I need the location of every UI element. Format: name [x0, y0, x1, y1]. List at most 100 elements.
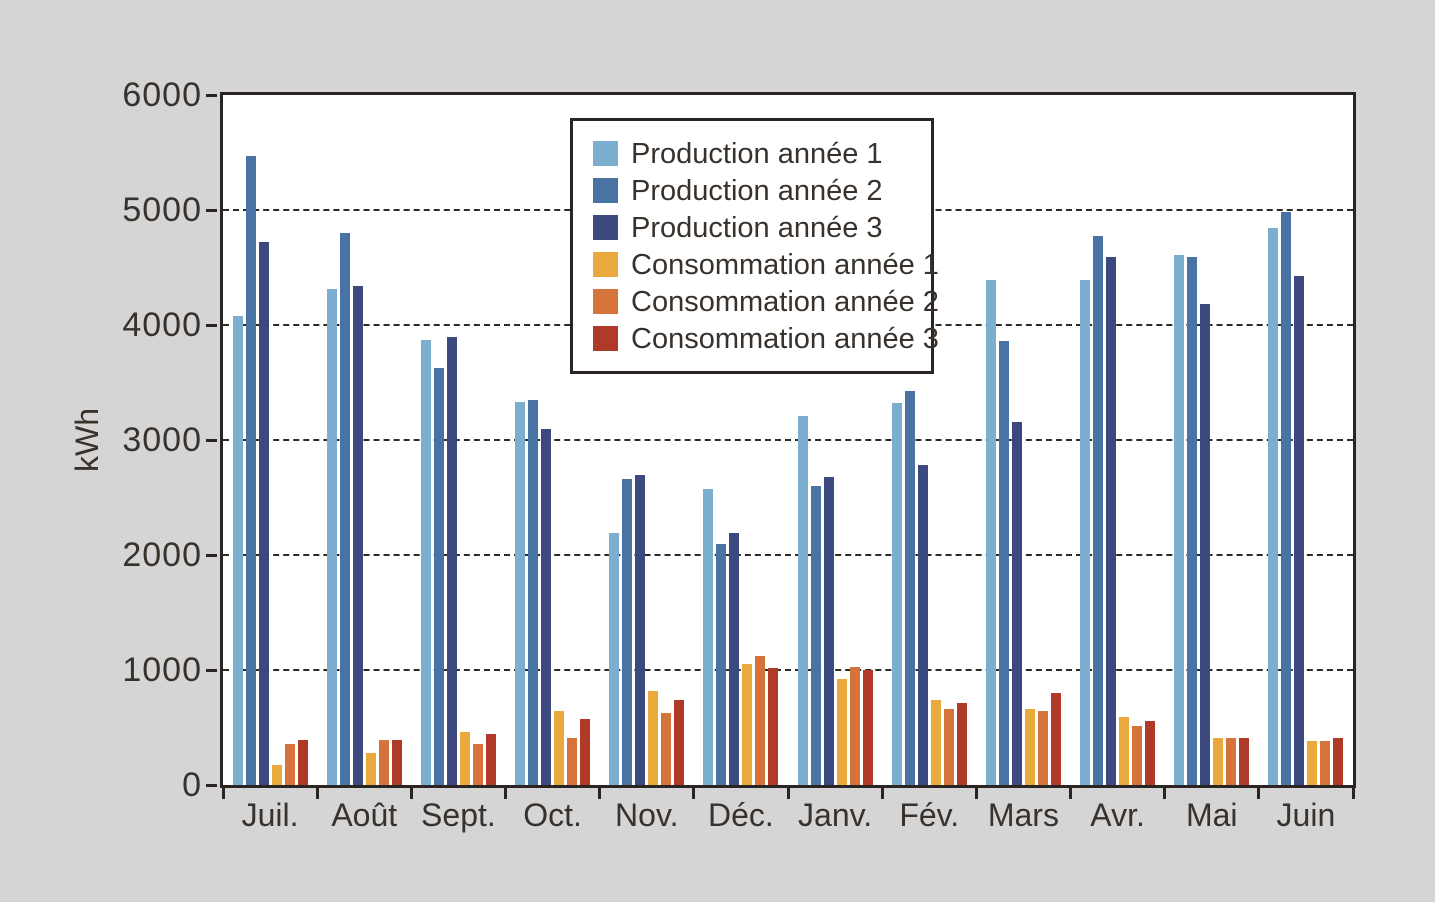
- bar-group-fv: [882, 95, 976, 785]
- bar-group-juil: [223, 95, 317, 785]
- bar-consommation-ann-e-3: [674, 699, 685, 785]
- bar-production-ann-e-2: [528, 399, 539, 785]
- plot-inner: [223, 95, 1353, 785]
- bar-consommation-ann-e-1: [1307, 741, 1318, 785]
- y-tick-label-4000: 4000: [122, 306, 202, 344]
- legend-label: Production année 3: [631, 211, 883, 244]
- legend-label: Consommation année 3: [631, 322, 939, 355]
- legend-swatch: [593, 141, 618, 166]
- bar-consommation-ann-e-3: [1145, 720, 1156, 785]
- bar-consommation-ann-e-2: [567, 737, 578, 785]
- bar-group-nov: [600, 95, 694, 785]
- bar-group-sept: [411, 95, 505, 785]
- legend-swatch: [593, 252, 618, 277]
- y-tick-mark-4000: [206, 323, 217, 327]
- x-tick-label-aot: Août: [331, 797, 398, 833]
- legend-label: Consommation année 2: [631, 285, 939, 318]
- bar-group-mai: [1165, 95, 1259, 785]
- y-tick-mark-2000: [206, 553, 217, 557]
- x-tick-mark-4: [598, 787, 602, 799]
- bar-consommation-ann-e-2: [661, 712, 672, 785]
- legend-item-consommation-ann-e-2: Consommation année 2: [593, 284, 939, 320]
- legend-item-production-ann-e-2: Production année 2: [593, 173, 931, 209]
- bar-consommation-ann-e-3: [1239, 737, 1250, 785]
- legend-swatch: [593, 326, 618, 351]
- bar-group-avr: [1071, 95, 1165, 785]
- bar-production-ann-e-2: [433, 367, 444, 785]
- bar-consommation-ann-e-2: [849, 666, 860, 785]
- x-tick-label-dc: Déc.: [708, 797, 774, 833]
- x-tick-mark-2: [409, 787, 413, 799]
- bar-consommation-ann-e-1: [1213, 737, 1224, 785]
- bar-consommation-ann-e-1: [365, 752, 376, 785]
- x-tick-mark-10: [1163, 787, 1167, 799]
- bar-consommation-ann-e-1: [271, 765, 282, 785]
- bar-production-ann-e-1: [891, 403, 902, 785]
- bar-production-ann-e-2: [1187, 257, 1198, 785]
- legend-label: Production année 1: [631, 137, 883, 170]
- bar-consommation-ann-e-3: [862, 670, 873, 785]
- bar-consommation-ann-e-2: [755, 656, 766, 785]
- x-tick-label-sept: Sept.: [421, 797, 496, 833]
- bar-production-ann-e-1: [1080, 280, 1091, 785]
- bar-consommation-ann-e-1: [459, 732, 470, 785]
- bar-consommation-ann-e-3: [1333, 737, 1344, 785]
- legend-item-consommation-ann-e-1: Consommation année 1: [593, 247, 939, 283]
- bar-production-ann-e-3: [1200, 304, 1211, 785]
- bar-production-ann-e-2: [245, 155, 256, 785]
- bar-consommation-ann-e-2: [472, 743, 483, 785]
- bar-consommation-ann-e-2: [1320, 741, 1331, 785]
- legend-item-production-ann-e-1: Production année 1: [593, 136, 931, 172]
- bar-consommation-ann-e-3: [391, 740, 402, 785]
- plot-area: Production année 1 Production année 2 Prod…: [220, 92, 1356, 788]
- bar-production-ann-e-1: [1174, 254, 1185, 785]
- bar-consommation-ann-e-1: [1024, 709, 1035, 785]
- bar-production-ann-e-2: [622, 479, 633, 785]
- bar-production-ann-e-2: [998, 341, 1009, 785]
- bar-consommation-ann-e-3: [485, 734, 496, 785]
- bar-groups: [223, 95, 1353, 785]
- x-tick-label-nov: Nov.: [615, 797, 679, 833]
- bar-consommation-ann-e-1: [930, 699, 941, 785]
- y-tick-label-1000: 1000: [122, 651, 202, 689]
- bar-consommation-ann-e-3: [956, 703, 967, 785]
- bar-production-ann-e-2: [339, 233, 350, 785]
- y-tick-mark-3000: [206, 438, 217, 442]
- y-tick-label-3000: 3000: [122, 421, 202, 459]
- bar-production-ann-e-1: [609, 533, 620, 785]
- bar-production-ann-e-3: [917, 465, 928, 785]
- bar-production-ann-e-1: [703, 489, 714, 785]
- x-tick-mark-9: [1069, 787, 1072, 799]
- legend-swatch: [593, 178, 618, 203]
- bar-group-aot: [317, 95, 411, 785]
- bar-production-ann-e-2: [1281, 212, 1292, 785]
- y-tick-label-2000: 2000: [122, 536, 202, 574]
- bar-production-ann-e-3: [1106, 257, 1117, 785]
- x-tick-mark-11: [1257, 787, 1261, 799]
- bar-consommation-ann-e-2: [943, 709, 954, 785]
- x-tick-label-mai: Mai: [1185, 797, 1238, 833]
- bar-consommation-ann-e-3: [768, 667, 779, 785]
- bar-production-ann-e-3: [823, 476, 834, 785]
- bar-production-ann-e-3: [635, 474, 646, 785]
- x-tick-label-oct: Oct.: [523, 797, 582, 833]
- bar-production-ann-e-1: [420, 339, 431, 785]
- bar-production-ann-e-3: [258, 242, 269, 785]
- bar-production-ann-e-1: [515, 402, 526, 785]
- bar-consommation-ann-e-3: [580, 719, 591, 785]
- bar-consommation-ann-e-1: [836, 679, 847, 785]
- bar-consommation-ann-e-2: [1132, 726, 1143, 785]
- x-tick-mark-7: [880, 787, 884, 799]
- y-tick-mark-1000: [206, 668, 217, 672]
- bar-consommation-ann-e-2: [284, 743, 295, 785]
- x-tick-mark-5: [692, 787, 696, 799]
- bar-production-ann-e-2: [904, 390, 915, 785]
- gridline-2000: [223, 554, 1353, 556]
- bar-production-ann-e-1: [326, 289, 337, 785]
- x-tick-label-avr: Avr.: [1090, 797, 1145, 833]
- legend-swatch: [593, 289, 618, 314]
- gridline-1000: [223, 669, 1353, 671]
- x-tick-label-janv: Janv.: [798, 797, 873, 833]
- bar-consommation-ann-e-1: [554, 711, 565, 785]
